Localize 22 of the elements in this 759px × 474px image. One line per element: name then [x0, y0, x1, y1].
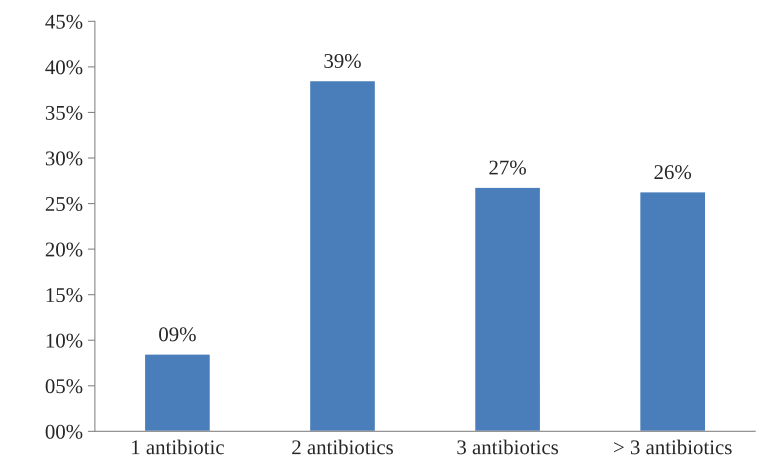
data-label: 26%: [654, 165, 692, 180]
bar: [144, 353, 212, 432]
bar: [638, 191, 706, 432]
bar: [474, 186, 542, 432]
data-label: 39%: [324, 54, 361, 68]
y-tick-label: 05%: [46, 379, 82, 394]
x-tick-label: 1 antibiotic: [132, 440, 224, 454]
y-tick-label: 35%: [46, 106, 82, 120]
y-tick-label: 45%: [45, 14, 82, 29]
x-tick-label: 3 antibiotics: [457, 440, 558, 454]
y-tick-label: 00%: [46, 424, 82, 439]
data-label: 27%: [489, 160, 526, 175]
y-tick-label: 40%: [45, 60, 82, 74]
y-tick-label: 30%: [46, 151, 82, 166]
y-tick-label: 10%: [46, 334, 82, 348]
x-tick-label: > 3 antibiotics: [614, 440, 732, 454]
x-tick-label: 2 antibiotics: [292, 440, 393, 454]
data-label: 09%: [159, 327, 196, 342]
y-tick-label: 20%: [46, 242, 82, 257]
y-tick-label: 15%: [46, 288, 82, 302]
y-tick-label: 25%: [46, 196, 82, 212]
bar: [308, 80, 376, 432]
